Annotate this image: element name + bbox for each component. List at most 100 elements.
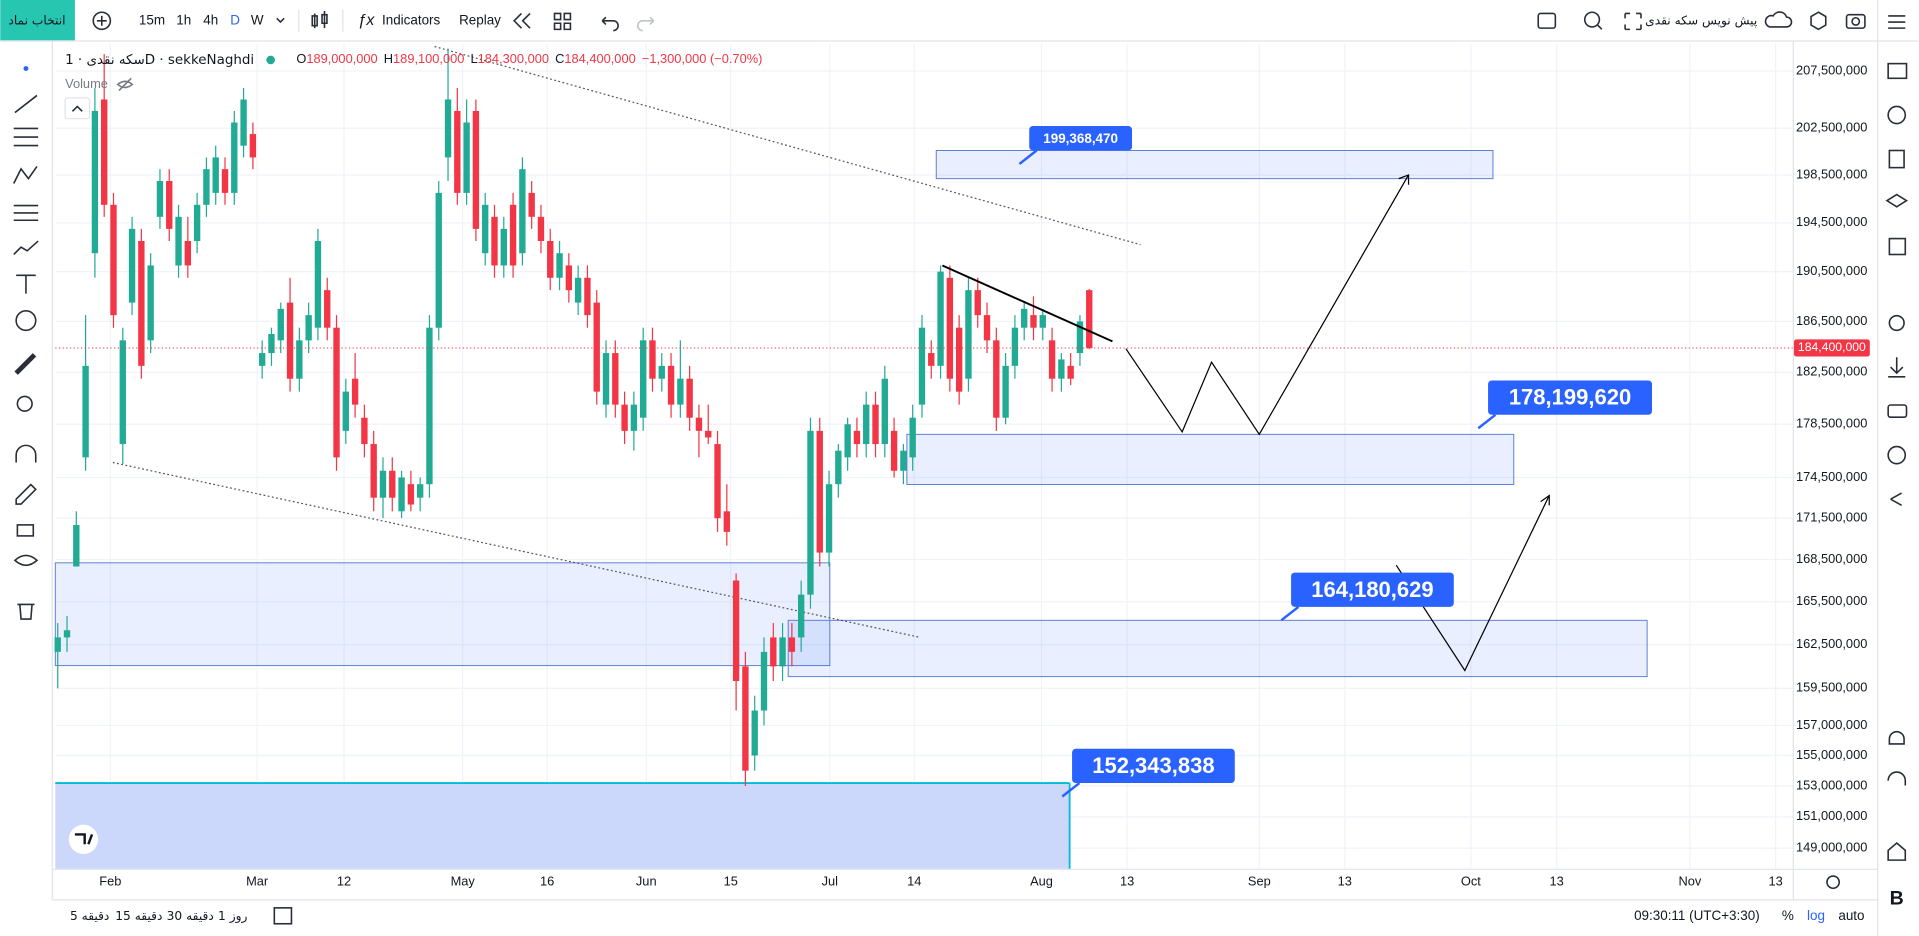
- timeframe-button[interactable]: 30 دقیقه: [167, 909, 214, 923]
- candle-body: [73, 524, 80, 567]
- text-tool[interactable]: [16, 274, 36, 294]
- candle-body: [1086, 290, 1093, 348]
- settings-side-icon[interactable]: [1888, 314, 1905, 332]
- candle-body: [370, 444, 377, 498]
- search-icon[interactable]: [1583, 11, 1601, 28]
- timeframe-button[interactable]: 5 دقیقه: [70, 909, 109, 923]
- candle-body: [928, 353, 935, 366]
- candle-body: [955, 327, 963, 392]
- candle-body: [835, 450, 842, 485]
- add-symbol-icon[interactable]: [92, 11, 112, 31]
- axis-settings-icon[interactable]: [1826, 875, 1841, 890]
- y-tick-label: 174,500,000: [1796, 469, 1867, 484]
- zoom-tool[interactable]: [16, 395, 33, 412]
- pattern-tool[interactable]: [13, 165, 38, 184]
- percent-toggle[interactable]: %: [1782, 908, 1794, 923]
- download-icon[interactable]: [1888, 357, 1906, 378]
- volume-hidden-icon[interactable]: [116, 77, 134, 92]
- fullscreen-box-icon[interactable]: [1537, 12, 1557, 29]
- candle-body: [714, 444, 721, 519]
- maximize-icon[interactable]: [1624, 12, 1642, 31]
- candle-body: [258, 353, 266, 366]
- undo-icon[interactable]: [601, 16, 619, 32]
- card-icon[interactable]: [1887, 404, 1908, 419]
- interval[interactable]: 15m: [139, 12, 165, 27]
- ohlc-key: O: [296, 51, 306, 66]
- candle-body: [128, 228, 136, 303]
- x-tick-label: Nov: [1679, 874, 1702, 889]
- timeframe-button[interactable]: 1 روز: [218, 909, 247, 924]
- notification-icon[interactable]: [1888, 730, 1905, 745]
- price-label-box: [1291, 572, 1454, 607]
- chart-type-icon[interactable]: [311, 11, 328, 29]
- y-tick-label: 153,000,000: [1796, 777, 1867, 792]
- candle-body: [389, 470, 396, 498]
- visibility-tool[interactable]: [13, 554, 39, 567]
- x-tick-label: Oct: [1461, 874, 1481, 889]
- y-tick-label: 190,500,000: [1796, 263, 1867, 278]
- layers-icon[interactable]: [1885, 193, 1909, 208]
- auto-toggle[interactable]: auto: [1838, 908, 1864, 923]
- support-icon[interactable]: [1887, 771, 1907, 786]
- cloud-icon[interactable]: [1764, 11, 1793, 28]
- candle-body: [398, 477, 405, 512]
- indicators-button[interactable]: Indicators: [382, 12, 441, 27]
- cursor-tool[interactable]: [23, 66, 29, 71]
- candle-body: [770, 637, 777, 667]
- news-icon[interactable]: [1888, 149, 1905, 169]
- x-tick-label: Jun: [636, 874, 657, 889]
- candle-body: [491, 216, 498, 266]
- trend-line-tool[interactable]: [14, 94, 38, 114]
- home-icon[interactable]: [1887, 841, 1907, 861]
- watchlist-icon[interactable]: [1887, 62, 1908, 80]
- emoji-tool[interactable]: [15, 309, 37, 332]
- layout-name[interactable]: پیش نویس سکه نقدی: [1645, 13, 1757, 28]
- candle-body: [509, 204, 517, 266]
- alerts-icon[interactable]: [1887, 105, 1907, 125]
- interval-dropdown[interactable]: [276, 17, 285, 24]
- candle-body: [983, 315, 991, 341]
- camera-lens: [1851, 16, 1861, 26]
- brand-icon: B: [1890, 887, 1904, 909]
- timeframe-button[interactable]: 15 دقیقه: [115, 909, 162, 923]
- interval[interactable]: 4h: [203, 12, 218, 27]
- goto-date-icon[interactable]: [273, 907, 293, 925]
- ohlc-change: −1,300,000 (−0.70%): [642, 51, 763, 66]
- candle-body: [407, 484, 415, 505]
- candle-body: [844, 424, 851, 458]
- interval[interactable]: 1h: [176, 12, 191, 27]
- label-pointer: [1477, 413, 1497, 430]
- camera-icon[interactable]: [1845, 13, 1866, 29]
- menu-icon[interactable]: [1888, 15, 1906, 29]
- y-tick-label: 168,500,000: [1796, 551, 1867, 566]
- prediction-tool[interactable]: [13, 204, 39, 222]
- share-icon[interactable]: [1890, 492, 1903, 507]
- candle-body: [918, 327, 926, 405]
- replay-button[interactable]: Replay: [459, 12, 501, 27]
- profile-icon[interactable]: [1887, 445, 1907, 465]
- collapse-legend[interactable]: [64, 97, 91, 120]
- settings-icon[interactable]: [1810, 11, 1827, 31]
- draw-mode-tool[interactable]: [15, 483, 37, 505]
- candle-body: [881, 378, 888, 445]
- x-tick-label: 13: [1550, 874, 1564, 889]
- ohlc-key: C: [555, 51, 564, 66]
- brush-tool[interactable]: [13, 240, 39, 256]
- fib-tool[interactable]: [13, 127, 39, 147]
- delete-tool[interactable]: [17, 603, 35, 620]
- lock-tool[interactable]: [16, 524, 35, 537]
- candle-body: [482, 204, 489, 254]
- layout-icon[interactable]: [553, 12, 572, 31]
- symbol-button[interactable]: [0, 0, 75, 41]
- redo-icon[interactable]: [636, 16, 655, 32]
- candle-body: [537, 216, 545, 242]
- candle-body: [240, 99, 247, 146]
- magnet-tool[interactable]: [15, 444, 37, 463]
- interval[interactable]: W: [251, 12, 264, 27]
- candle-body: [1067, 365, 1074, 379]
- ruler-tool[interactable]: [14, 353, 37, 375]
- interval-active[interactable]: D: [230, 12, 240, 27]
- calendar-icon[interactable]: [1888, 237, 1907, 256]
- log-toggle[interactable]: log: [1807, 908, 1825, 923]
